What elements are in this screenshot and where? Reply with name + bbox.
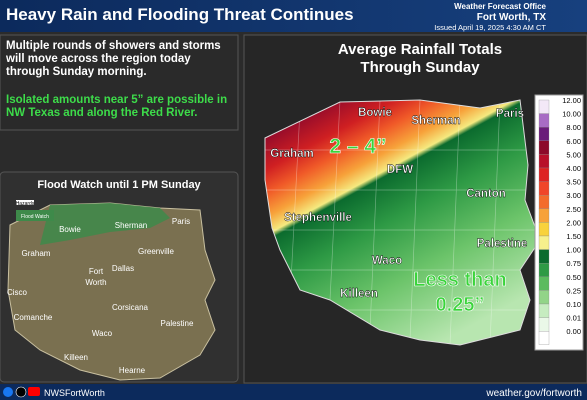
legend-swatch bbox=[538, 235, 550, 250]
legend-swatch bbox=[538, 290, 550, 305]
flood-watch-region bbox=[7, 202, 216, 381]
legend-label: 3.50 bbox=[566, 178, 581, 187]
city-label: Palestine bbox=[161, 319, 194, 328]
legend-swatch bbox=[538, 263, 550, 277]
city-label: Graham bbox=[270, 148, 313, 160]
summary-highlight: Isolated amounts near 5” are possible in… bbox=[6, 94, 228, 119]
summary-text: Multiple rounds of showers and storms wi… bbox=[6, 40, 221, 78]
city-label: DFW bbox=[387, 164, 413, 176]
legend-swatch bbox=[538, 140, 550, 155]
city-label: Greenville bbox=[138, 247, 175, 256]
youtube-icon bbox=[28, 387, 40, 396]
city-label: Canton bbox=[466, 188, 506, 200]
issued: Issued April 19, 2025 4:30 AM CT bbox=[434, 23, 546, 32]
legend-label: 0.01 bbox=[566, 314, 581, 323]
legend-swatch bbox=[538, 113, 550, 128]
summary-box bbox=[0, 34, 239, 131]
map-title: Through Sunday bbox=[360, 59, 480, 76]
legend-swatch bbox=[538, 222, 550, 237]
legend-swatch bbox=[538, 127, 550, 141]
legend-swatch bbox=[538, 181, 550, 196]
legend-label: 4.00 bbox=[566, 164, 581, 173]
legend-label: 0.00 bbox=[566, 327, 581, 336]
city-label: Palestine bbox=[477, 238, 528, 250]
legend-swatch bbox=[538, 167, 550, 182]
handle: NWSFortWorth bbox=[44, 388, 105, 398]
legend-label: 2.00 bbox=[566, 218, 581, 227]
city-label: Waco bbox=[92, 329, 113, 338]
legend-swatch bbox=[538, 249, 550, 264]
legend-label: 12.00 bbox=[562, 96, 581, 105]
hazards-heading: Hazards bbox=[16, 201, 35, 207]
city-label: Hearne bbox=[119, 366, 146, 375]
city-label: Dallas bbox=[112, 264, 134, 273]
annotation: Less than bbox=[413, 269, 506, 291]
region-outline bbox=[264, 99, 541, 346]
legend-label: 0.75 bbox=[566, 259, 581, 268]
office: Weather Forecast Office bbox=[454, 2, 546, 11]
city-label: Killeen bbox=[64, 353, 88, 362]
legend-label: 0.10 bbox=[566, 300, 581, 309]
legend-swatch bbox=[538, 154, 550, 169]
legend-label: 10.00 bbox=[562, 110, 581, 119]
legend-label: 1.50 bbox=[566, 232, 581, 241]
county-lines bbox=[265, 100, 540, 345]
legend-label: 5.00 bbox=[566, 150, 581, 159]
city-label: Paris bbox=[172, 217, 190, 226]
flood-watch-swatch bbox=[16, 210, 54, 221]
city-label: Cisco bbox=[7, 288, 28, 297]
city-label: Corsicana bbox=[112, 303, 149, 312]
city-label: Sherman bbox=[411, 115, 460, 127]
city-label: Sherman bbox=[115, 221, 147, 230]
city-label: Waco bbox=[372, 255, 402, 267]
legend-swatch bbox=[538, 331, 550, 345]
legend-label: 0.25 bbox=[566, 286, 581, 295]
legend-swatch bbox=[538, 208, 550, 223]
city-label: Graham bbox=[22, 249, 51, 258]
url: weather.gov/fortworth bbox=[485, 388, 582, 399]
header-bar bbox=[0, 0, 587, 32]
map-title: Average Rainfall Totals bbox=[338, 41, 502, 58]
legend-swatch bbox=[538, 195, 550, 209]
flood-watch-title: Flood Watch until 1 PM Sunday bbox=[37, 179, 201, 191]
facebook-icon bbox=[3, 387, 13, 397]
title: Heavy Rain and Flooding Threat Continues bbox=[6, 5, 354, 24]
x-icon bbox=[15, 386, 27, 398]
city-label: Fort bbox=[89, 267, 104, 276]
city-label: Stephenville bbox=[284, 212, 352, 224]
legend-label: 2.50 bbox=[566, 205, 581, 214]
city-label: Bowie bbox=[59, 225, 81, 234]
legend-swatch bbox=[538, 317, 550, 332]
legend-swatch bbox=[538, 303, 550, 318]
city-label: Bowie bbox=[358, 107, 392, 119]
annotation: 0.25” bbox=[436, 294, 485, 316]
legend-swatch bbox=[538, 99, 550, 114]
city-label: Paris bbox=[496, 108, 524, 120]
flood-watch-area bbox=[40, 203, 170, 245]
annotation: 2 – 4” bbox=[329, 135, 386, 158]
legend-swatch bbox=[538, 276, 550, 291]
legend-label: 0.50 bbox=[566, 273, 581, 282]
city-label: Killeen bbox=[340, 288, 378, 300]
hazards-legend-bg bbox=[16, 200, 34, 205]
footer-bar bbox=[0, 384, 587, 400]
legend-label: 6.00 bbox=[566, 137, 581, 146]
location: Fort Worth, TX bbox=[477, 12, 547, 23]
hazards-item: Flood Watch bbox=[21, 214, 49, 220]
city-label: Worth bbox=[85, 278, 106, 287]
city-label: Comanche bbox=[14, 313, 53, 322]
legend-label: 3.00 bbox=[566, 191, 581, 200]
legend-label: 1.00 bbox=[566, 246, 581, 255]
legend-label: 8.00 bbox=[566, 123, 581, 132]
